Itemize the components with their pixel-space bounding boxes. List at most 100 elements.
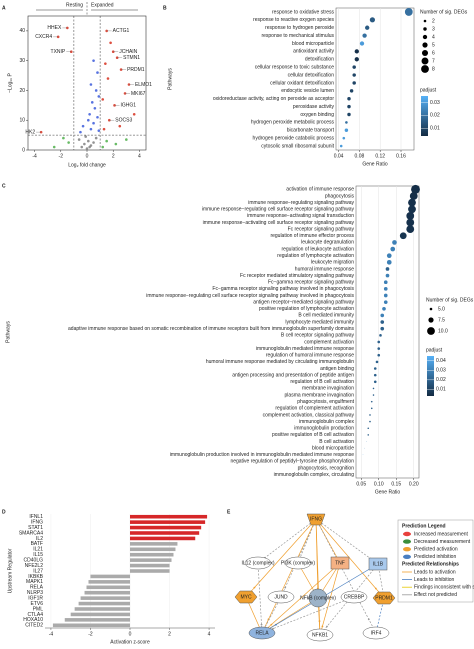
x-tick-label: 0.12 [375,153,385,159]
dot [373,367,377,370]
category-label: immunoglobulin mediated immune response [256,346,354,352]
category-label: regulation of leukocyte activation [281,246,354,252]
node-label: IRF4 [371,630,382,636]
y-axis-title: Pathways [167,68,173,90]
panel-label: C [2,183,6,189]
annotation: CXCR4 [35,34,52,40]
dot [366,441,367,442]
point [85,147,89,150]
region-label: Expanded [91,2,114,8]
edge-head [260,623,263,626]
legend-swatch [403,554,411,559]
network-edge [315,518,379,565]
dot [380,320,385,324]
network-node [340,590,368,604]
point [94,136,98,140]
dot [379,334,382,337]
network-node [368,557,388,571]
category-label: CTLA4 [27,612,43,618]
dot [392,240,397,245]
panel-label: B [163,5,167,11]
legend-item: Findings inconsistent with state of down… [414,585,474,591]
legend-size-swatch [429,307,433,311]
point [97,129,101,132]
x-tick-label: 0.15 [391,481,401,487]
annotation: SOCS3 [115,118,132,124]
category-label: response to reactive oxygen species [253,17,334,23]
category-label: IL2 [36,536,43,542]
network-edge [245,518,317,598]
dot [370,400,373,403]
panel-label: A [2,5,6,11]
legend-size-swatch [421,57,429,65]
category-label: IL15 [33,552,43,558]
x-tick-label: -2 [59,153,64,159]
legend-size-swatch [422,34,428,40]
dot [380,313,385,318]
bar [52,623,130,628]
bar [70,612,130,617]
legend-title: Number of sig. DEGs [420,9,468,15]
point [87,118,90,122]
category-label: Fc−gamma receptor signaling pathway [268,280,355,286]
legend-item: Increased measurement [414,531,469,537]
legend-size-swatch [421,65,429,73]
legend-title: padjust [420,87,437,93]
legend-label: 6 [432,50,435,56]
network-node [306,513,326,526]
node-label: MYC [240,594,252,600]
point [90,101,94,104]
annotation: HK2 [25,129,35,135]
category-label: MAPK1 [26,579,43,585]
category-label: adaptive immune response based on somati… [68,326,354,332]
category-label: IKBKB [28,574,43,580]
dot [377,353,381,357]
category-label: immune response−activating cell surface … [203,220,355,226]
point [125,138,128,141]
category-label: response to mechanical stimulus [261,33,334,39]
network-node [362,626,390,640]
point [92,141,95,144]
legend-size-swatch [423,19,427,23]
x-axis-title: Log₂ fold change [68,162,106,168]
point [105,29,108,33]
network-edge [315,518,377,634]
y-tick-label: 40 [19,28,25,34]
node-label: NFKB1 [312,632,328,638]
legend-label: 3 [432,26,435,32]
category-label: immune response−regulating cell surface … [146,293,354,299]
x-tick-label: 0.05 [356,481,366,487]
x-tick-label: -4 [32,153,37,159]
dot [390,246,396,252]
point [132,112,136,116]
annotation: JCHAIN [119,49,137,55]
plot-frame [27,15,147,151]
network-node [330,556,350,570]
category-label: IL21 [33,547,43,553]
legend-label: 2 [432,18,435,24]
node-label: NFkB (complex) [300,595,336,601]
network-edge [257,518,317,564]
legend-label: 0.01 [436,387,446,393]
bar [130,563,170,568]
network-node [308,588,328,608]
network-node [284,556,312,570]
dot [383,280,388,285]
category-label: immunoglobulin complex [299,419,355,425]
category-label: NFE2L2 [25,563,44,569]
x-tick-label: 2 [112,153,115,159]
network-edge [315,518,321,636]
category-label: Fc receptor signaling pathway [288,226,355,232]
edge-head [275,623,277,626]
node-label: RELA [255,630,269,636]
category-label: cytosolic small ribosomal subunit [261,143,334,149]
legend-label: 5 [432,42,435,48]
legend-label: 7 [432,58,435,64]
dot [352,73,356,77]
bar [80,596,130,600]
category-label: peroxidase activity [293,104,335,110]
x-tick-label: -4 [49,631,54,637]
dot [385,273,390,278]
legend-label: 0.02 [436,377,446,383]
